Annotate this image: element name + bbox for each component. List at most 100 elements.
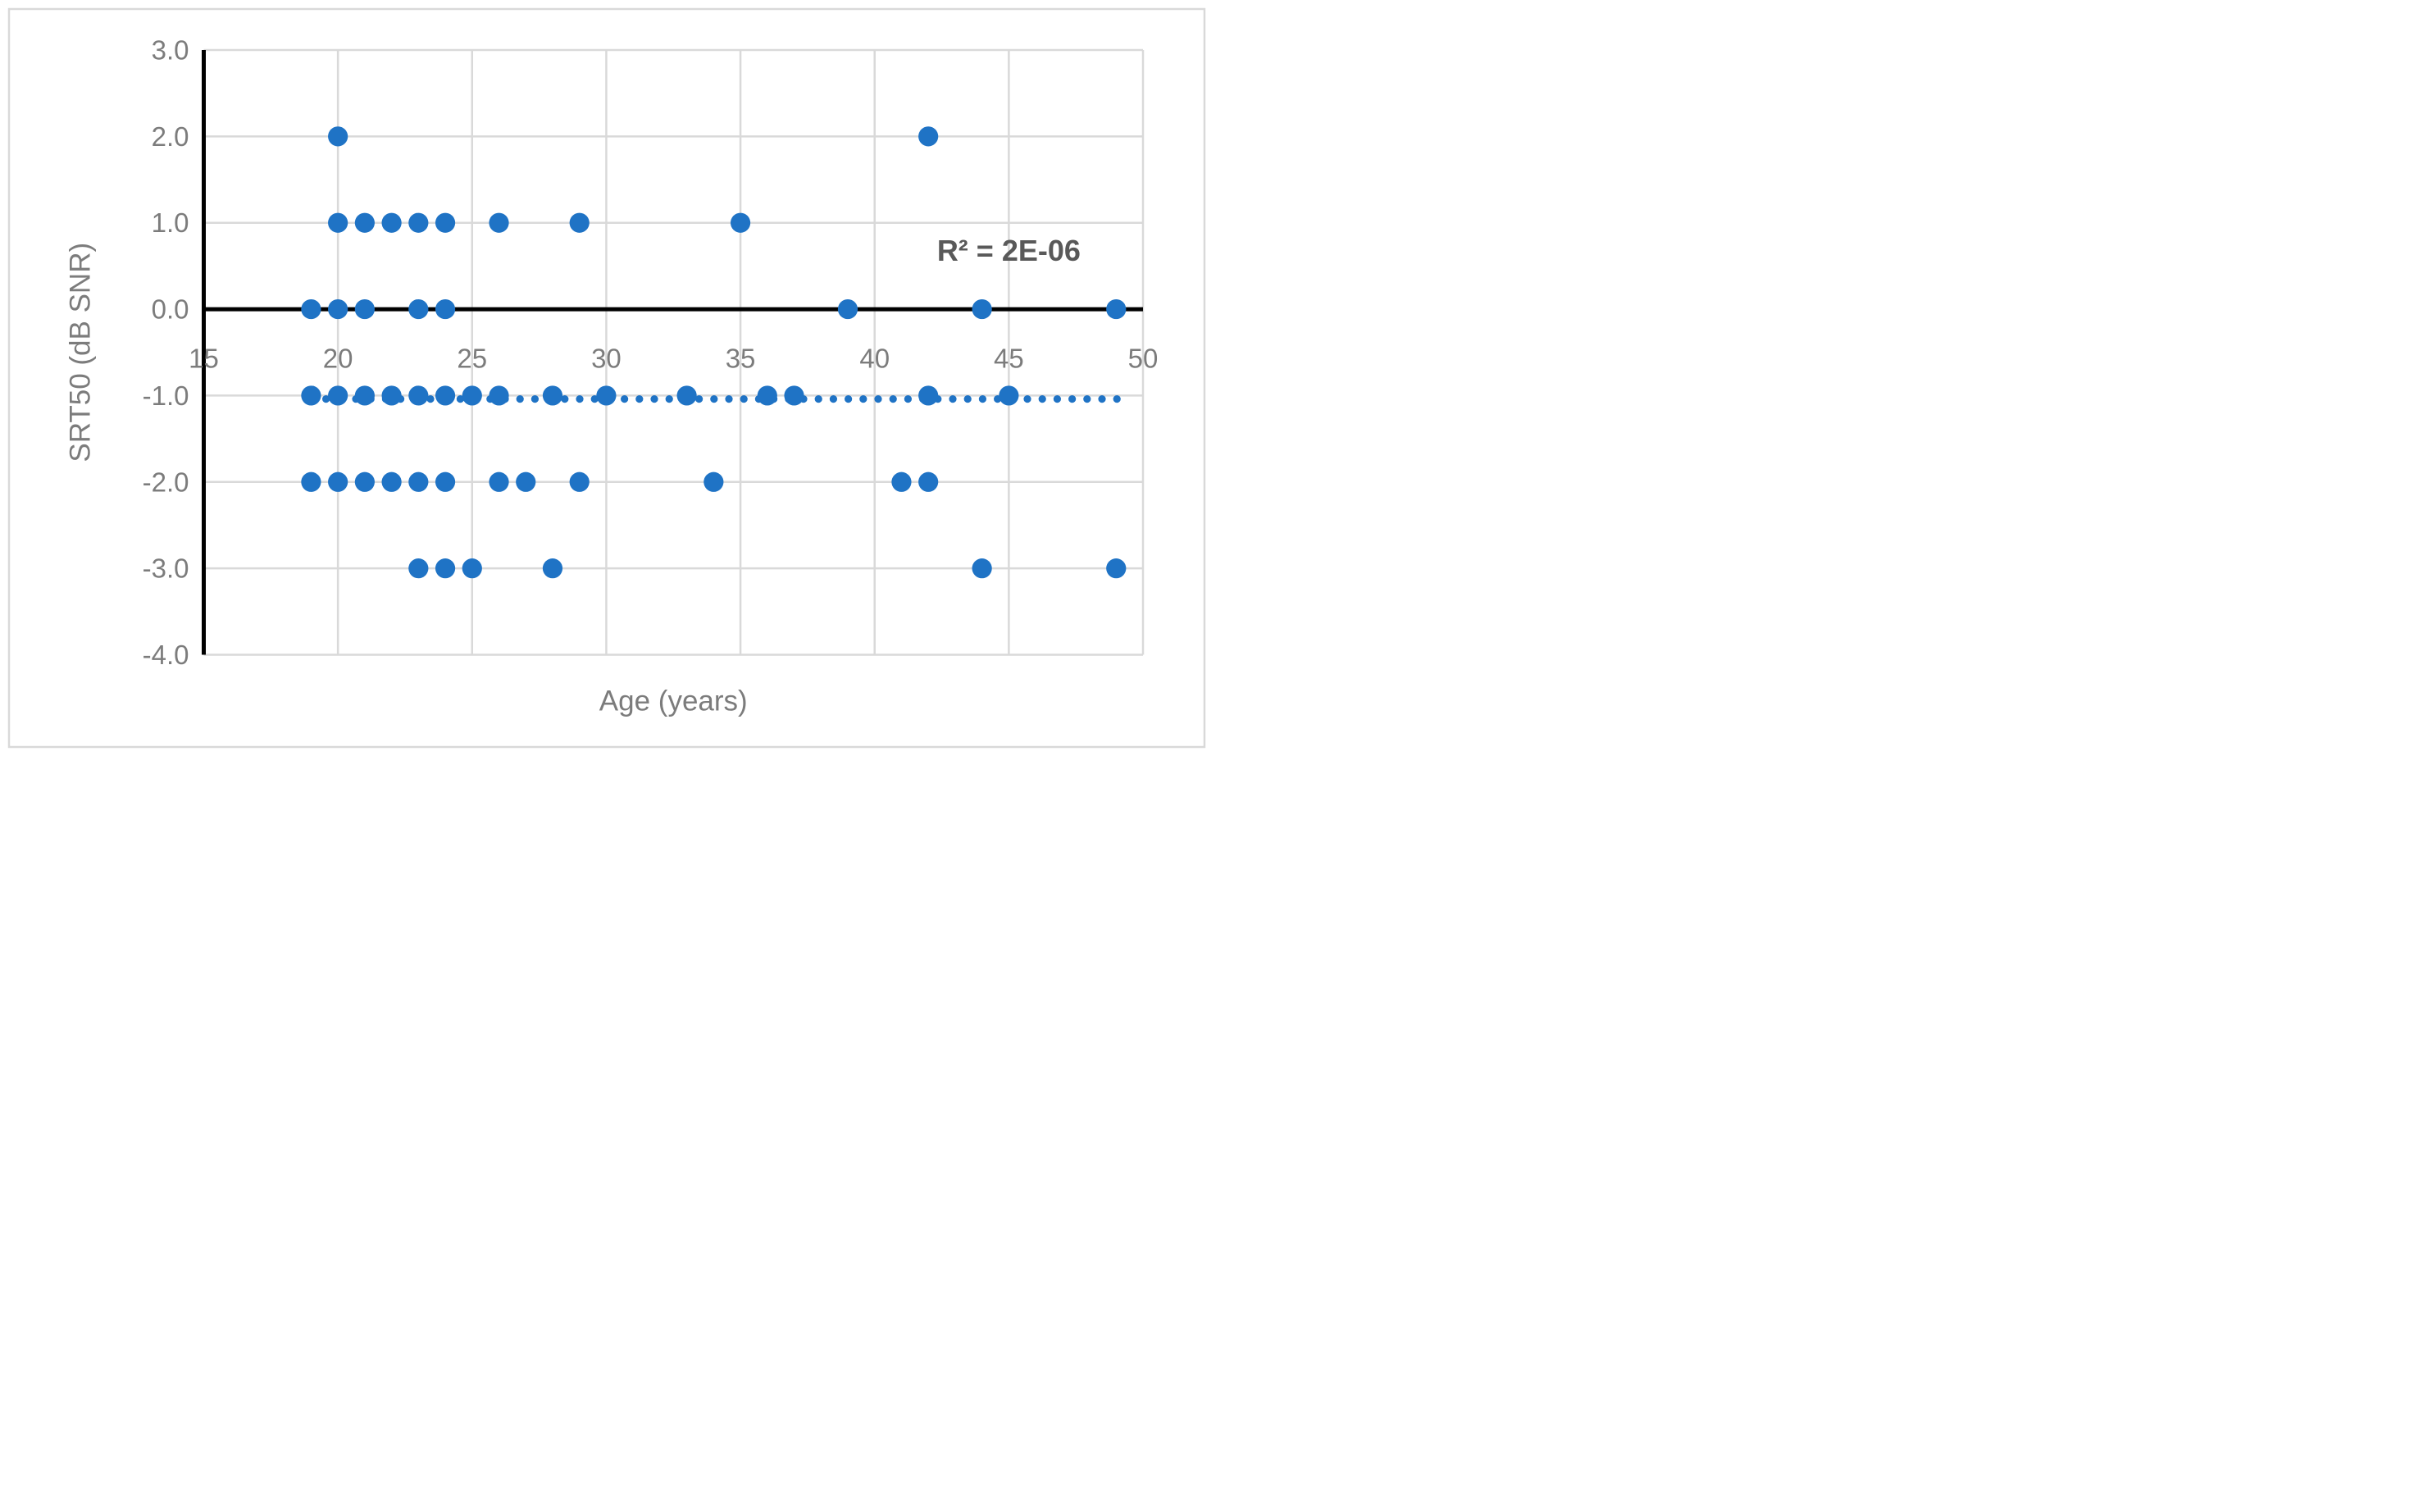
data-point [435, 385, 456, 406]
data-point [462, 558, 482, 579]
trendline-dot [576, 395, 584, 403]
trendline-dot [1038, 395, 1046, 403]
trendline-dot [1053, 395, 1062, 403]
trendline-dot [530, 395, 540, 403]
trendline-dot [904, 395, 913, 403]
r-squared-annotation: R² = 2E-06 [937, 234, 1081, 267]
trendline-dot [740, 395, 748, 403]
data-point [328, 212, 348, 233]
trendline-dot [874, 395, 882, 403]
data-point [381, 471, 402, 492]
data-point [918, 385, 939, 406]
data-point [489, 385, 509, 406]
data-point [381, 212, 402, 233]
data-point [328, 126, 348, 147]
trendline-dot [845, 395, 853, 403]
data-point [408, 212, 429, 233]
data-point [408, 558, 429, 579]
trendline-dot [710, 395, 718, 403]
trendline-dot [621, 395, 629, 403]
x-tick-label: 30 [591, 344, 622, 374]
data-point [328, 298, 348, 320]
trendline-dot [322, 395, 330, 403]
data-point [301, 471, 321, 492]
trendline-dot [426, 395, 435, 403]
data-point [596, 385, 617, 406]
x-tick-label: 45 [994, 344, 1024, 374]
trendline-dot [1113, 395, 1121, 403]
data-point [489, 212, 509, 233]
trendline-dot [665, 395, 673, 403]
y-tick-label: 3.0 [152, 35, 189, 66]
trendline-dot [859, 395, 867, 403]
trendline-dot [516, 395, 524, 403]
x-tick-label: 35 [726, 344, 756, 374]
x-tick-label: 15 [189, 344, 219, 374]
data-point [381, 385, 402, 406]
y-tick-label: -4.0 [143, 640, 189, 670]
x-tick-label: 25 [457, 344, 487, 374]
trendline-dot [889, 395, 897, 403]
data-point [972, 558, 992, 579]
data-point [516, 471, 536, 492]
trendline-dot [949, 395, 957, 403]
trendline-dot [650, 395, 658, 403]
data-point [301, 298, 321, 320]
y-axis-title: SRT50 (dB SNR) [65, 243, 97, 462]
data-point [891, 471, 912, 492]
data-point [435, 212, 456, 233]
trendline-dot [1068, 395, 1077, 403]
y-tick-labels: 3.0 2.0 1.0 0.0 -1.0 -2.0 -3.0 -4.0 [143, 35, 189, 671]
trendline-dot [695, 395, 704, 403]
y-tick-label: 1.0 [152, 207, 189, 238]
trendline-dot [725, 395, 733, 403]
y-tick-label: -1.0 [143, 380, 189, 411]
data-point [542, 385, 563, 406]
data-point [1106, 298, 1127, 320]
data-point [328, 471, 348, 492]
data-point [918, 126, 939, 147]
data-point [999, 385, 1019, 406]
data-point [462, 385, 482, 406]
trendline-dot [978, 395, 987, 403]
data-point [328, 385, 348, 406]
data-point [435, 298, 456, 320]
trendline [307, 395, 1121, 403]
x-tick-labels: 15 20 25 30 35 40 45 50 [189, 344, 1158, 374]
trendline-dot [1023, 395, 1031, 403]
data-points [301, 126, 1127, 579]
data-point [408, 471, 429, 492]
y-tick-label: 2.0 [152, 121, 189, 152]
data-point [435, 558, 456, 579]
x-tick-label: 20 [323, 344, 353, 374]
trendline-dot [814, 395, 822, 403]
data-point [354, 385, 375, 406]
trendline-dot [635, 395, 644, 403]
data-point [972, 298, 992, 320]
trendline-dot [1098, 395, 1106, 403]
data-point [408, 385, 429, 406]
y-tick-label: 0.0 [152, 294, 189, 325]
data-point [354, 212, 375, 233]
data-point [301, 385, 321, 406]
data-point [784, 385, 804, 406]
data-point [489, 471, 509, 492]
figure-border [7, 7, 1206, 749]
data-point [569, 212, 590, 233]
x-tick-label: 40 [859, 344, 890, 374]
data-point [408, 298, 429, 320]
data-point [354, 471, 375, 492]
data-point [676, 385, 697, 406]
data-point [757, 385, 777, 406]
x-tick-label: 50 [1128, 344, 1159, 374]
data-point [1106, 558, 1127, 579]
trendline-dot [963, 395, 972, 403]
data-point [918, 471, 939, 492]
trendline-dot [1083, 395, 1091, 403]
x-axis-title: Age (years) [599, 685, 748, 717]
y-tick-label: -2.0 [143, 467, 189, 497]
data-point [837, 298, 858, 320]
chart-figure: 3.0 2.0 1.0 0.0 -1.0 -2.0 -3.0 -4.0 15 20 25 30 35 40… [0, 0, 1214, 756]
data-point [730, 212, 751, 233]
data-point [542, 558, 563, 579]
